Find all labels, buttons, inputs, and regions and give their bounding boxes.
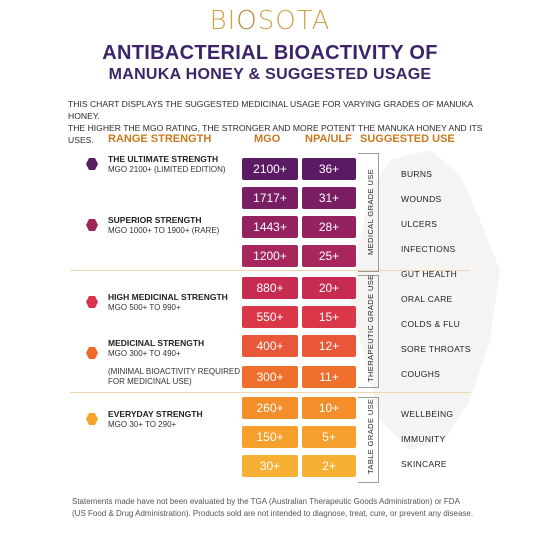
hexagon-icon (86, 413, 98, 425)
npa-cell: 11+ (302, 366, 356, 388)
use-item: ORAL CARE (401, 294, 453, 304)
intro-line-1: THIS CHART DISPLAYS THE SUGGESTED MEDICI… (68, 99, 473, 121)
strength-note-line-2: FOR MEDICINAL USE) (108, 377, 192, 386)
disclaimer-line-2: (US Food & Drug Administration). Product… (72, 509, 474, 518)
npa-cell: 31+ (302, 187, 356, 209)
mgo-cell: 300+ (242, 366, 298, 388)
brand-logo-text-o: O (236, 6, 258, 36)
use-item: WELLBEING (401, 409, 454, 419)
brand-logo-text-post: SOTA (257, 6, 331, 36)
hexagon-icon (86, 158, 98, 170)
disclaimer-line-1: Statements made have not been evaluated … (72, 497, 460, 506)
hexagon-icon (86, 219, 98, 231)
intro-line-2: THE HIGHER THE MGO RATING, THE STRONGER … (68, 123, 483, 145)
use-item: SKINCARE (401, 459, 447, 469)
brand-logo: BIOSOTA (0, 6, 540, 36)
intro-text: THIS CHART DISPLAYS THE SUGGESTED MEDICI… (68, 98, 488, 146)
mgo-cell: 400+ (242, 335, 298, 357)
strength-range: MGO 2100+ (LIMITED EDITION) (108, 165, 226, 174)
use-item: IMMUNITY (401, 434, 446, 444)
npa-cell: 36+ (302, 158, 356, 180)
divider-therapeutic-table (70, 392, 470, 393)
australia-map-watermark (350, 150, 500, 450)
use-item: WOUNDS (401, 194, 442, 204)
header-npa: NPA/ULF (305, 133, 352, 145)
npa-cell: 12+ (302, 335, 356, 357)
npa-cell: 25+ (302, 245, 356, 267)
strength-title: MEDICINAL STRENGTH (108, 338, 205, 348)
use-item: ULCERS (401, 219, 438, 229)
use-item: GUT HEALTH (401, 269, 458, 279)
divider-medical-therapeutic (70, 270, 470, 271)
medical-grade-label: MEDICAL GRADE USE (366, 168, 375, 255)
therapeutic-grade-label: THERAPEUTIC GRADE USE (366, 274, 375, 382)
page-title: ANTIBACTERIAL BIOACTIVITY OF (102, 42, 438, 64)
strength-range: MGO 1000+ TO 1900+ (RARE) (108, 226, 220, 235)
brand-logo-text-pre: BI (209, 6, 237, 36)
table-grade-label: TABLE GRADE USE (366, 398, 375, 474)
strength-title: THE ULTIMATE STRENGTH (108, 154, 219, 164)
mgo-cell: 1443+ (242, 216, 298, 238)
strength-title: HIGH MEDICINAL STRENGTH (108, 292, 228, 302)
strength-range: MGO 500+ TO 990+ (108, 303, 181, 312)
use-item: SORE THROATS (401, 344, 471, 354)
mgo-cell: 30+ (242, 455, 298, 477)
npa-cell: 10+ (302, 397, 356, 419)
mgo-cell: 2100+ (242, 158, 298, 180)
hexagon-icon (86, 347, 98, 359)
npa-cell: 5+ (302, 426, 356, 448)
therapeutic-grade-bracket (358, 275, 379, 388)
mgo-cell: 1200+ (242, 245, 298, 267)
mgo-cell: 150+ (242, 426, 298, 448)
npa-cell: 15+ (302, 306, 356, 328)
table-grade-bracket (358, 397, 379, 483)
strength-title: EVERYDAY STRENGTH (108, 409, 203, 419)
mgo-cell: 550+ (242, 306, 298, 328)
disclaimer-footer: Statements made have not been evaluated … (72, 496, 492, 520)
header-suggested-use: SUGGESTED USE (360, 133, 455, 145)
npa-cell: 20+ (302, 277, 356, 299)
header-mgo: MGO (254, 133, 281, 145)
mgo-cell: 260+ (242, 397, 298, 419)
strength-range: MGO 300+ TO 490+ (108, 349, 181, 358)
medical-grade-bracket (358, 153, 379, 272)
hexagon-icon (86, 296, 98, 308)
page-subtitle: MANUKA HONEY & SUGGESTED USAGE (108, 66, 432, 83)
mgo-cell: 880+ (242, 277, 298, 299)
npa-cell: 2+ (302, 455, 356, 477)
use-item: COUGHS (401, 369, 441, 379)
header-range-strength: RANGE STRENGTH (108, 133, 212, 145)
mgo-cell: 1717+ (242, 187, 298, 209)
use-item: BURNS (401, 169, 433, 179)
npa-cell: 28+ (302, 216, 356, 238)
use-item: INFECTIONS (401, 244, 456, 254)
strength-title: SUPERIOR STRENGTH (108, 215, 202, 225)
strength-note-line-1: (MINIMAL BIOACTIVITY REQUIRED (108, 367, 241, 376)
use-item: COLDS & FLU (401, 319, 461, 329)
strength-range: MGO 30+ TO 290+ (108, 420, 177, 429)
